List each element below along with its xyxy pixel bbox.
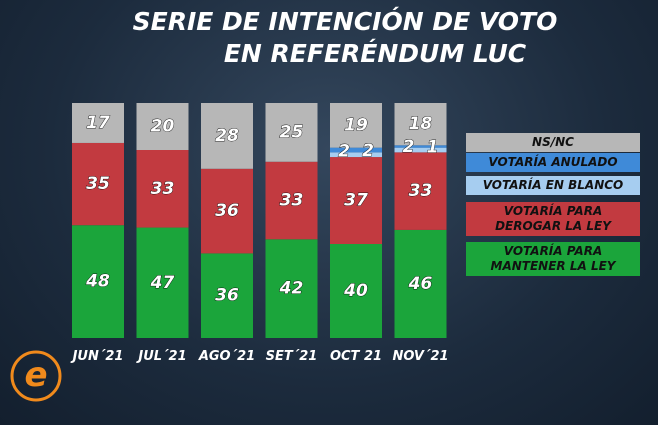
bar-segment [330, 157, 382, 244]
value-label: 17 [86, 113, 110, 133]
logo: e [10, 350, 62, 402]
x-tick-label: AGO´21 [198, 349, 255, 364]
x-tick-label: JUN´21 [70, 349, 124, 364]
value-label: 47 [150, 273, 175, 293]
value-label: 2 [403, 137, 415, 157]
x-tick-label: NOV´21 [392, 349, 448, 364]
value-label: 48 [85, 272, 110, 292]
bar-segment [394, 229, 447, 338]
value-label: 36 [215, 286, 239, 306]
bar-segment [72, 225, 124, 338]
value-label: 46 [408, 274, 433, 294]
legend-entry: VOTARÍA ANULADO [466, 153, 640, 172]
x-tick-label: JUL´21 [135, 349, 186, 364]
bar-segment [394, 145, 447, 148]
value-label: 2 [338, 142, 350, 162]
bar-segment [136, 227, 189, 338]
title-line: EN REFERÉNDUM LUC [224, 39, 527, 68]
legend-entry: VOTARÍA EN BLANCO [466, 176, 640, 195]
value-label: 33 [409, 181, 433, 201]
bar-segment [136, 150, 189, 228]
value-label: 35 [86, 174, 110, 194]
value-label: 1 [427, 137, 439, 157]
bar-segment [330, 147, 382, 153]
bar-segment [201, 103, 253, 169]
x-tick-label: SET´21 [266, 349, 318, 364]
bar-segment [394, 103, 447, 146]
svg-text:e: e [24, 355, 47, 395]
legend-entry: VOTARÍA PARA MANTENER LA LEY [466, 242, 640, 276]
value-label: 33 [280, 191, 304, 211]
value-label: 20 [151, 117, 175, 137]
bar-segment [265, 161, 318, 240]
value-label: 28 [215, 126, 239, 146]
value-label: 42 [279, 279, 304, 299]
title-line: SERIE DE INTENCIÓN DE VOTO [133, 6, 558, 36]
bar-segment [394, 152, 447, 230]
value-label: 36 [215, 201, 239, 221]
value-label: 37 [344, 191, 368, 211]
bar-segment [330, 152, 382, 158]
legend-entry: NS/NC [466, 133, 640, 152]
legend-entry: VOTARÍA PARA DEROGAR LA LEY [466, 202, 640, 236]
bar-segment [201, 253, 253, 338]
bar-segment [72, 142, 124, 226]
bar-segment [72, 103, 124, 143]
bar-segment [330, 103, 382, 148]
value-label: 40 [343, 281, 368, 301]
bar-segment [265, 239, 318, 338]
value-label: 25 [280, 122, 304, 142]
x-tick-label: OCT 21 [330, 349, 382, 364]
bar-segment [201, 168, 253, 254]
bar-segment [330, 244, 382, 338]
value-label: 2 [362, 141, 374, 161]
bar-segment [136, 103, 189, 150]
bar-segment [265, 103, 318, 162]
value-label: 18 [409, 114, 433, 134]
value-label: 19 [344, 115, 368, 135]
bar-segment [394, 147, 447, 153]
value-label: 33 [151, 179, 175, 199]
